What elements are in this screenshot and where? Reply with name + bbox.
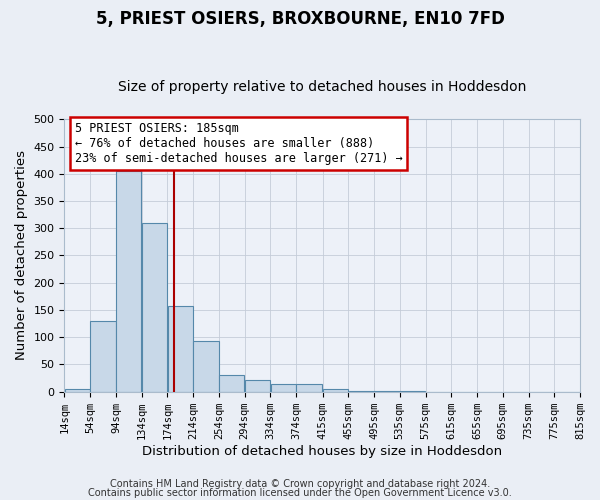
Bar (296, 384, 322, 392)
Bar (323, 389, 348, 392)
Text: 5, PRIEST OSIERS, BROXBOURNE, EN10 7FD: 5, PRIEST OSIERS, BROXBOURNE, EN10 7FD (95, 10, 505, 28)
Bar (374, 391, 400, 392)
Text: Contains HM Land Registry data © Crown copyright and database right 2024.: Contains HM Land Registry data © Crown c… (110, 479, 490, 489)
Title: Size of property relative to detached houses in Hoddesdon: Size of property relative to detached ho… (118, 80, 526, 94)
Bar (65, 389, 90, 392)
Y-axis label: Number of detached properties: Number of detached properties (15, 150, 28, 360)
Bar (142, 223, 167, 392)
Bar (116, 171, 142, 392)
Bar (245, 380, 270, 392)
Text: Contains public sector information licensed under the Open Government Licence v3: Contains public sector information licen… (88, 488, 512, 498)
Bar (219, 376, 244, 392)
Bar (271, 384, 296, 392)
Text: 5 PRIEST OSIERS: 185sqm
← 76% of detached houses are smaller (888)
23% of semi-d: 5 PRIEST OSIERS: 185sqm ← 76% of detache… (75, 122, 403, 165)
X-axis label: Distribution of detached houses by size in Hoddesdon: Distribution of detached houses by size … (142, 444, 502, 458)
Bar (349, 391, 374, 392)
Bar (193, 341, 218, 392)
Bar (167, 306, 193, 392)
Bar (400, 391, 425, 392)
Bar (91, 321, 116, 392)
